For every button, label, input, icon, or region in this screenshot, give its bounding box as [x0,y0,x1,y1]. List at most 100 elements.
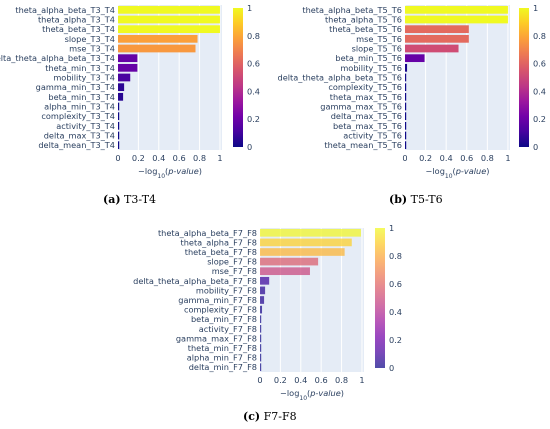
bar [260,228,361,237]
category-label: theta_alpha_T3_T4 [38,15,115,25]
bar [118,63,138,72]
x-tick-label: 1 [217,153,222,163]
category-label: delta_theta_alpha_beta_T3_T4 [0,53,115,63]
x-tick-label: 1 [359,375,364,385]
bar [405,83,407,92]
category-label: gamma_min_F7_F8 [178,295,257,305]
category-label: mobility_T3_T4 [53,73,115,83]
category-label: theta_beta_F7_F8 [185,247,257,257]
colorbar-tick-label: 0 [247,142,252,152]
category-label: theta_mean_T5_T6 [324,140,402,150]
bar [260,363,262,372]
category-label: beta_max_T5_T6 [333,121,402,131]
bar [405,92,407,101]
colorbar-tick-label: 0 [389,363,394,373]
category-label: mse_T3_T4 [69,44,115,54]
bar [405,5,508,14]
bar [260,267,310,276]
x-tick-label: 0.4 [440,153,453,163]
bar [118,131,120,140]
colorbar [519,8,529,147]
x-tick-label: 0.2 [132,153,145,163]
category-label: theta_alpha_beta_T5_T6 [302,5,402,15]
x-tick-label: 0.6 [460,153,473,163]
colorbar-tick-label: 0.2 [247,114,260,124]
bar [260,324,262,333]
bar [405,112,407,121]
bar [405,73,407,82]
x-axis-label: −log10(p-value) [426,166,490,180]
bar [260,315,262,324]
x-tick-label: 0.8 [335,375,348,385]
category-label: theta_max_T5_T6 [330,92,402,102]
bar [405,44,459,53]
x-tick-label: 0.8 [193,153,206,163]
caption-a: (a) T3-T4 [103,193,157,206]
category-label: complexity_T3_T4 [41,111,115,121]
category-label: beta_min_F7_F8 [191,314,257,324]
category-label: gamma_min_T3_T4 [36,82,115,92]
colorbar-tick-label: 0.4 [533,86,546,96]
chart-panel-1: theta_alpha_beta_T5_T6theta_alpha_T5_T6t… [278,3,546,180]
category-label: slope_T5_T6 [352,44,402,54]
category-label: slope_T3_T4 [65,34,115,44]
bar [405,121,407,130]
bar [118,112,120,121]
bar [260,296,265,304]
colorbar [233,8,243,147]
category-label: delta_mean_T3_T4 [38,140,115,150]
x-axis-label: −log10(p-value) [138,166,202,180]
colorbar [375,228,385,368]
bar [118,44,196,53]
x-tick-label: 0.4 [152,153,165,163]
bar [260,286,266,295]
bar [118,34,198,43]
bar [118,92,124,101]
x-tick-label: 0.6 [315,375,328,385]
x-axis-label: −log10(p-value) [280,388,344,402]
category-label: theta_alpha_beta_F7_F8 [158,228,257,238]
bar [405,25,469,34]
x-tick-label: 0 [257,375,262,385]
category-label: delta_min_F7_F8 [189,362,257,372]
colorbar-tick-label: 0.2 [533,114,546,124]
category-label: theta_alpha_beta_T3_T4 [15,5,115,15]
bar [405,54,425,63]
category-label: gamma_max_T5_T6 [320,102,402,112]
category-label: activity_T3_T4 [56,121,115,131]
category-label: mse_F7_F8 [212,266,257,276]
colorbar-tick-label: 1 [247,3,252,13]
bar [260,344,262,352]
caption-a-text: T3-T4 [124,193,157,206]
bar [260,238,352,247]
bar [260,248,345,256]
colorbar-tick-label: 0.8 [389,251,402,261]
bar [405,131,407,140]
category-label: theta_min_T3_T4 [45,63,115,73]
category-label: complexity_F7_F8 [184,305,257,315]
x-tick-label: 0 [115,153,120,163]
colorbar-tick-label: 0.8 [247,31,260,41]
colorbar-tick-label: 0.6 [247,59,260,69]
category-label: theta_beta_T3_T4 [42,24,115,34]
bar [118,102,120,111]
bar [405,63,408,72]
bar [405,102,407,111]
bar [118,83,125,92]
category-label: gamma_max_F7_F8 [176,333,257,343]
category-label: mse_T5_T6 [356,34,402,44]
colorbar-tick-label: 1 [389,223,394,233]
bar [118,54,138,63]
x-tick-label: 0.8 [481,153,494,163]
x-tick-label: 0.2 [419,153,432,163]
category-label: mobility_F7_F8 [196,285,257,295]
category-label: mobility_T5_T6 [340,63,402,73]
x-tick-label: 0.4 [294,375,307,385]
bar [260,334,262,343]
category-label: theta_min_F7_F8 [188,343,257,353]
category-label: theta_beta_T5_T6 [329,24,402,34]
colorbar-tick-label: 0.2 [389,335,402,345]
category-label: delta_theta_alpha_beta_T5_T6 [278,73,402,83]
caption-c-text: F7-F8 [263,410,297,423]
